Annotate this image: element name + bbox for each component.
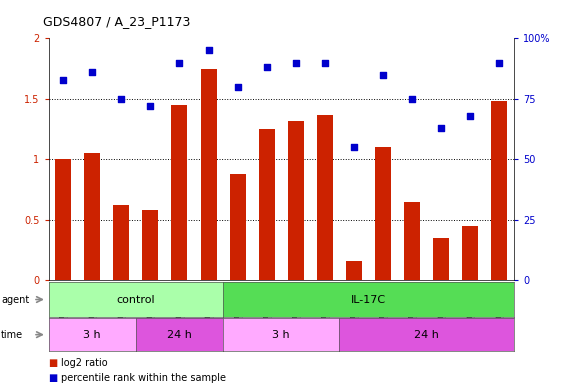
- Bar: [171, 105, 187, 280]
- Point: [58, 76, 67, 83]
- Bar: [375, 147, 391, 280]
- Point: [146, 103, 155, 109]
- Bar: [84, 153, 100, 280]
- Point: [87, 69, 96, 75]
- Point: [349, 144, 359, 150]
- Point: [495, 60, 504, 66]
- Text: time: time: [1, 329, 23, 340]
- Bar: [492, 101, 508, 280]
- Point: [291, 60, 300, 66]
- Text: IL-17C: IL-17C: [351, 295, 386, 305]
- Point: [379, 71, 388, 78]
- Text: 24 h: 24 h: [167, 329, 192, 340]
- Text: GDS4807 / A_23_P1173: GDS4807 / A_23_P1173: [43, 15, 190, 28]
- Bar: [346, 261, 362, 280]
- Text: 3 h: 3 h: [83, 329, 101, 340]
- Text: percentile rank within the sample: percentile rank within the sample: [61, 373, 226, 383]
- Bar: [142, 210, 158, 280]
- Text: 3 h: 3 h: [272, 329, 290, 340]
- Bar: [113, 205, 129, 280]
- Text: agent: agent: [1, 295, 29, 305]
- Bar: [317, 114, 333, 280]
- Point: [204, 47, 213, 53]
- Point: [408, 96, 417, 102]
- Point: [175, 60, 184, 66]
- Bar: [463, 226, 478, 280]
- Point: [320, 60, 329, 66]
- Bar: [230, 174, 246, 280]
- Bar: [404, 202, 420, 280]
- Bar: [55, 159, 71, 280]
- Point: [116, 96, 126, 102]
- Point: [437, 125, 446, 131]
- Point: [233, 84, 242, 90]
- Bar: [259, 129, 275, 280]
- Bar: [433, 238, 449, 280]
- Point: [466, 113, 475, 119]
- Point: [262, 65, 271, 71]
- Text: log2 ratio: log2 ratio: [61, 358, 108, 368]
- Text: control: control: [116, 295, 155, 305]
- Text: ■: ■: [49, 373, 61, 383]
- Bar: [288, 121, 304, 280]
- Text: ■: ■: [49, 358, 61, 368]
- Bar: [200, 69, 216, 280]
- Text: 24 h: 24 h: [414, 329, 439, 340]
